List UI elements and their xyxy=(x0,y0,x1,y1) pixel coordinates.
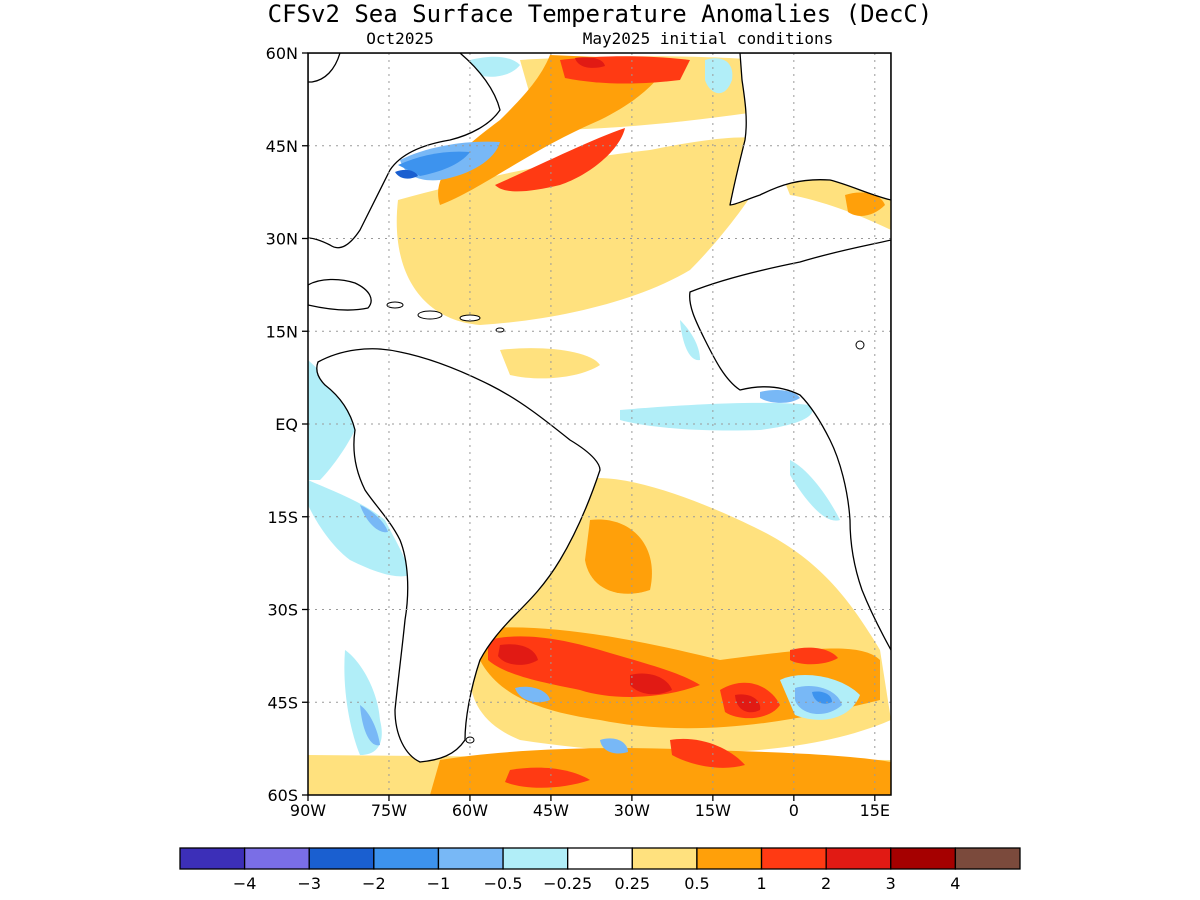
lat-tick-label: 60N xyxy=(266,44,298,63)
lon-tick-label: 60W xyxy=(452,801,488,820)
anomaly-region xyxy=(398,151,470,176)
anomaly-region xyxy=(395,169,418,179)
anomaly-region xyxy=(438,55,670,205)
colorbar-swatch xyxy=(502,847,569,870)
anomaly-region xyxy=(735,694,761,713)
anomaly-region xyxy=(845,192,885,216)
anomaly-region xyxy=(308,360,355,480)
anomaly-region xyxy=(760,390,800,403)
colorbar-label: 1 xyxy=(756,874,766,893)
colorbar-swatch xyxy=(308,847,375,870)
latitude-axis: 60N 45N 30N 15N EQ 15S 30S 45S 60S xyxy=(266,44,308,805)
colorbar-label: −0.25 xyxy=(543,874,592,893)
colorbar-label: −1 xyxy=(427,874,451,893)
colorbar-label: 3 xyxy=(886,874,896,893)
colorbar-label: −3 xyxy=(297,874,321,893)
colorbar-label: −0.5 xyxy=(484,874,523,893)
anomaly-region xyxy=(505,767,590,788)
colorbar-swatch xyxy=(825,847,892,870)
lat-tick-label: 15S xyxy=(267,508,298,527)
graticule xyxy=(308,53,891,795)
island xyxy=(386,301,404,309)
lat-tick-label: EQ xyxy=(275,415,298,434)
landmass xyxy=(316,348,601,763)
anomaly-region xyxy=(680,320,700,361)
anomaly-region xyxy=(500,348,600,379)
lat-tick-label: 30S xyxy=(267,601,298,620)
anomaly-region xyxy=(600,738,628,754)
colorbar-swatch xyxy=(890,847,957,870)
colorbar-legend: −4 −3 −2 −1 −0.5 −0.25 0.25 0.5 1 2 3 4 xyxy=(179,847,1021,893)
anomaly-shading-layer xyxy=(308,55,891,795)
anomaly-region xyxy=(308,480,410,577)
anomaly-region xyxy=(630,673,672,695)
colorbar-swatch xyxy=(243,847,310,870)
lon-tick-label: 45W xyxy=(533,801,569,820)
anomaly-region xyxy=(396,137,780,325)
longitude-axis: 90W 75W 60W 45W 30W 15W 0 15E xyxy=(290,795,890,820)
colorbar-label: 4 xyxy=(950,874,960,893)
landmass xyxy=(689,239,891,651)
anomaly-region xyxy=(470,56,520,77)
colorbar-swatch xyxy=(179,847,246,870)
initial-conditions-label: May2025 initial conditions xyxy=(583,29,833,48)
anomaly-region xyxy=(585,519,652,594)
anomaly-region xyxy=(360,705,380,746)
lon-tick-label: 15W xyxy=(695,801,731,820)
colorbar-label: −4 xyxy=(233,874,257,893)
map-plot-area xyxy=(308,53,891,795)
lat-tick-label: 45N xyxy=(266,137,298,156)
colorbar-swatch xyxy=(373,847,440,870)
lon-tick-label: 90W xyxy=(290,801,326,820)
lon-tick-label: 0 xyxy=(789,801,799,820)
anomaly-region xyxy=(812,691,832,704)
lon-tick-label: 30W xyxy=(614,801,650,820)
land-layer xyxy=(308,53,891,763)
colorbar-swatch xyxy=(760,847,827,870)
anomaly-region xyxy=(705,58,733,94)
island xyxy=(855,340,865,350)
lat-tick-label: 60S xyxy=(267,786,298,805)
anomaly-region xyxy=(360,505,388,533)
colorbar-label: −2 xyxy=(362,874,386,893)
lat-tick-label: 15N xyxy=(266,322,298,341)
anomaly-region xyxy=(515,686,550,703)
landmass xyxy=(308,53,341,83)
anomaly-region xyxy=(498,644,538,665)
colorbar-swatch xyxy=(696,847,763,870)
landmass xyxy=(729,53,891,206)
lon-tick-label: 15E xyxy=(860,801,890,820)
map-title: CFSv2 Sea Surface Temperature Anomalies … xyxy=(268,0,933,28)
anomaly-region xyxy=(430,748,891,795)
island xyxy=(417,310,443,320)
forecast-month-label: Oct2025 xyxy=(366,29,433,48)
anomaly-region xyxy=(495,128,625,192)
lat-tick-label: 30N xyxy=(266,230,298,249)
landmass xyxy=(308,53,501,249)
colorbar-swatch xyxy=(437,847,504,870)
colorbar-swatch xyxy=(567,847,633,870)
colorbar-label: 2 xyxy=(821,874,831,893)
colorbar-label: 0.25 xyxy=(614,874,650,893)
anomaly-region xyxy=(575,57,605,68)
colorbar-swatch xyxy=(954,847,1021,870)
anomaly-region xyxy=(790,460,840,521)
anomaly-region xyxy=(790,647,838,665)
lat-tick-label: 45S xyxy=(267,693,298,712)
landmass xyxy=(308,278,372,311)
colorbar-label: 0.5 xyxy=(684,874,709,893)
lon-tick-label: 75W xyxy=(371,801,407,820)
anomaly-region xyxy=(670,738,745,768)
colorbar-swatch xyxy=(631,847,698,870)
